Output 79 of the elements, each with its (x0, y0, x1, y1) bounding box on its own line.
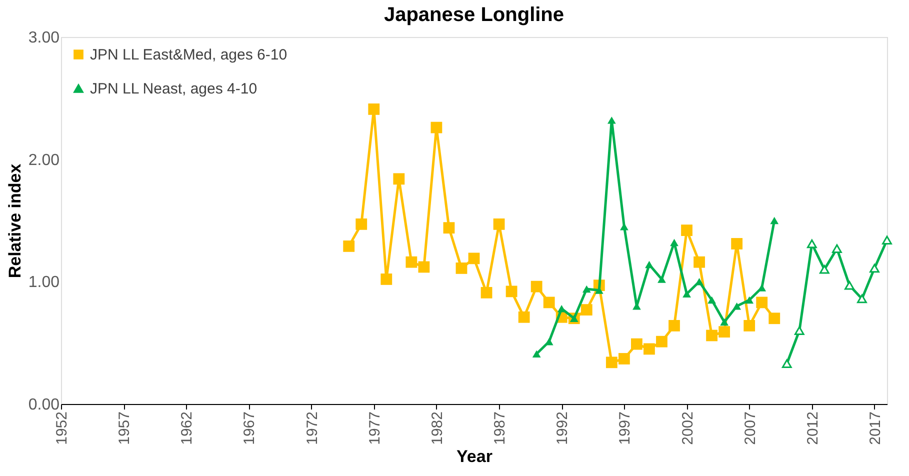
point (870, 264, 880, 273)
x-tick-label: 2012 (804, 412, 822, 445)
point (368, 103, 380, 115)
point (580, 304, 592, 316)
legend-label: JPN LL East&Med, ages 6-10 (90, 46, 288, 64)
point (832, 244, 842, 254)
point (532, 350, 541, 358)
point (380, 274, 392, 285)
point (782, 359, 792, 368)
point (658, 276, 666, 283)
legend-label: JPN LL Neast, ages 4-10 (90, 80, 258, 98)
point (456, 262, 468, 274)
x-tick-label: 2017 (866, 412, 884, 445)
point (756, 296, 768, 308)
point (708, 296, 716, 304)
point (430, 122, 442, 134)
point (506, 286, 518, 298)
point (745, 296, 754, 304)
chart-title: Japanese Longline (384, 4, 564, 26)
point (644, 343, 655, 355)
point (731, 238, 743, 250)
point (645, 260, 654, 268)
y-axis-title: Relative index (5, 163, 24, 278)
point (618, 353, 630, 364)
point (406, 256, 418, 268)
x-tick-label: 1952 (54, 412, 70, 445)
point (681, 224, 692, 236)
point (468, 252, 480, 264)
point (744, 320, 756, 332)
point (770, 216, 779, 224)
point (607, 116, 616, 124)
point (668, 320, 680, 332)
point (443, 222, 455, 234)
x-tick-label: 1962 (178, 412, 196, 445)
point (343, 240, 355, 252)
x-tick-label: 1987 (492, 412, 509, 445)
point (518, 311, 530, 323)
x-tick-label: 2002 (679, 412, 696, 445)
x-tick-label: 2007 (742, 412, 759, 445)
point (480, 286, 492, 298)
point (543, 296, 555, 308)
point (694, 256, 705, 268)
x-tick-label: 1982 (428, 412, 446, 445)
point (530, 280, 542, 292)
y-tick-label: 0.00 (28, 396, 60, 414)
point (695, 278, 704, 286)
point (570, 314, 578, 322)
x-tick-label: 1992 (554, 412, 572, 445)
point (758, 284, 766, 292)
point (768, 312, 780, 324)
x-axis-title: Year (456, 446, 493, 466)
point (882, 236, 892, 244)
y-tick-label: 2.00 (28, 152, 60, 169)
point (857, 294, 867, 304)
point (418, 261, 430, 273)
point (794, 326, 804, 335)
x-tick-label: 1977 (366, 412, 384, 445)
point (582, 285, 591, 293)
point (682, 290, 691, 298)
point (706, 330, 718, 342)
x-tick-label: 1972 (304, 412, 321, 445)
point (806, 239, 817, 248)
x-tick-label: 1967 (241, 412, 258, 445)
point (630, 338, 642, 350)
point (732, 302, 741, 310)
y-tick-label: 1.00 (28, 274, 60, 292)
point (670, 238, 678, 246)
point (493, 218, 505, 230)
y-tick-label: 3.00 (28, 30, 60, 46)
x-tick-label: 1997 (616, 412, 634, 445)
point (393, 173, 405, 185)
point (656, 336, 668, 348)
point (718, 326, 730, 338)
point (819, 265, 830, 274)
point (356, 218, 368, 230)
point (720, 318, 728, 326)
point (844, 280, 854, 290)
point (606, 356, 618, 368)
x-tick-label: 1957 (116, 412, 134, 445)
